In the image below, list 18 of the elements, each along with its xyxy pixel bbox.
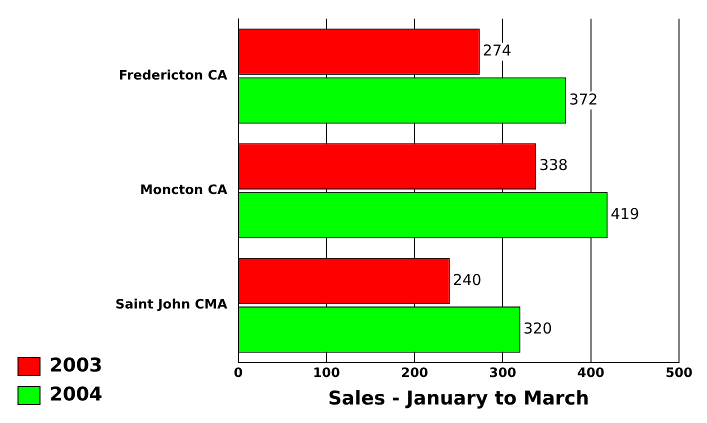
y-tick-label: Saint John CMA <box>115 298 228 313</box>
data-label: 372 <box>569 90 598 108</box>
y-tick-label: Fredericton CA <box>118 68 228 84</box>
data-label: 240 <box>452 270 482 289</box>
data-label: 338 <box>539 156 568 174</box>
x-tick-label: 300 <box>489 366 516 381</box>
x-tick-label: 0 <box>234 366 243 381</box>
x-axis-title: Sales - January to March <box>328 388 590 410</box>
legend-label: 2004 <box>50 383 102 406</box>
x-tick-label: 400 <box>577 366 604 381</box>
legend-label: 2003 <box>50 354 102 376</box>
data-label: 274 <box>482 42 512 60</box>
y-tick-label: Moncton CA <box>140 183 228 198</box>
data-label: 419 <box>610 204 640 223</box>
x-tick-label: 100 <box>312 366 340 381</box>
x-tick-label: 500 <box>665 366 693 381</box>
x-tick-label: 200 <box>401 366 428 381</box>
data-label: 320 <box>523 320 552 338</box>
